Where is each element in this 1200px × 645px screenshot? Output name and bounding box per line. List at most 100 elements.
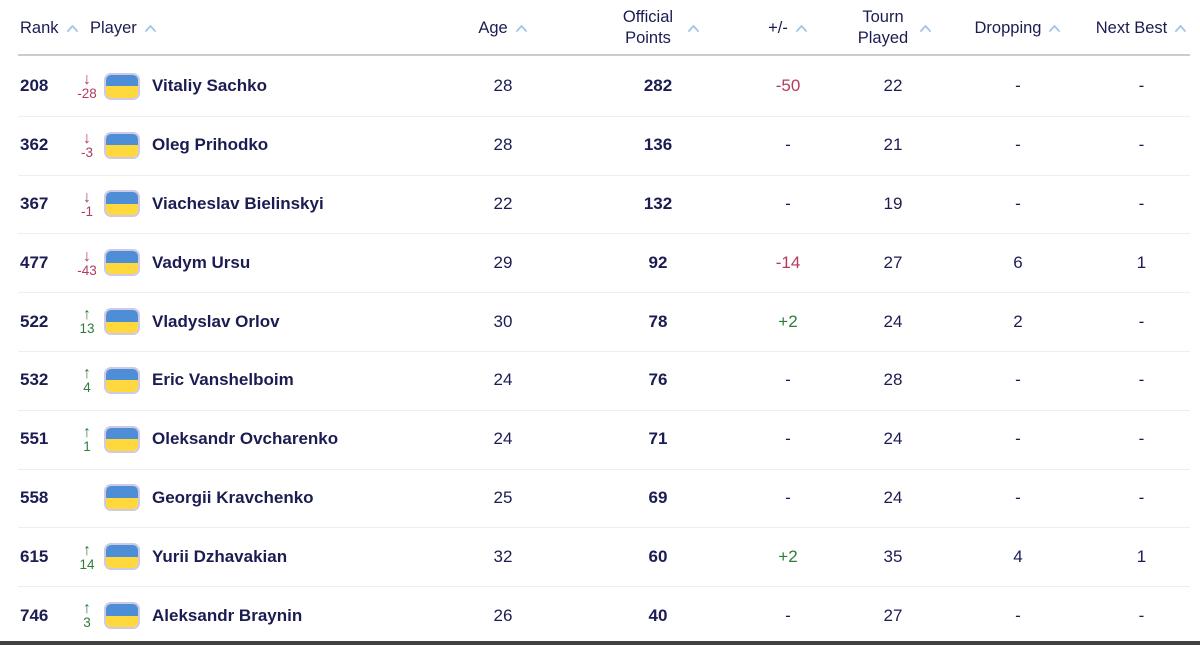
age-cell: 28: [493, 135, 513, 155]
plus-minus-cell: -: [785, 370, 791, 390]
table-row[interactable]: 558 Georgii Kravchenko 25 69 - 24 - -: [0, 468, 1200, 528]
rank-cell: 477: [20, 252, 49, 272]
player-name[interactable]: Yurii Dzhavakian: [152, 546, 288, 566]
player-name[interactable]: Viacheslav Bielinskyi: [152, 193, 324, 213]
player-name[interactable]: Aleksandr Braynin: [152, 605, 303, 625]
table-body: 208 ↓ -28 Vitaliy Sachko 28 282 -50 22 -…: [0, 57, 1200, 645]
ukraine-flag-icon: [104, 308, 140, 336]
rank-change-value: -28: [77, 86, 97, 102]
player-name[interactable]: Vitaliy Sachko: [152, 76, 267, 96]
player-name[interactable]: Oleksandr Ovcharenko: [152, 429, 339, 449]
dropping-cell: -: [1015, 605, 1021, 625]
rank-change-arrow-icon: ↑: [83, 423, 91, 441]
column-header-player[interactable]: Player: [70, 18, 433, 39]
official-points-cell: 78: [648, 311, 668, 331]
player-cell: Oleksandr Ovcharenko: [104, 425, 433, 453]
table-row[interactable]: 362 ↓ -3 Oleg Prihodko 28 136 - 21 - -: [0, 115, 1200, 175]
plus-minus-cell: -: [785, 193, 791, 213]
player-header-label: Player: [90, 18, 137, 37]
column-header-dropping[interactable]: Dropping: [953, 18, 1083, 39]
official-points-cell: 60: [648, 546, 668, 566]
player-name[interactable]: Vladyslav Orlov: [152, 311, 280, 331]
rank-header-label: Rank: [20, 18, 59, 37]
column-header-rank[interactable]: Rank: [0, 18, 78, 39]
rank-cell: 362: [20, 135, 49, 155]
dropping-header-label: Dropping: [974, 18, 1042, 37]
column-header-next-best[interactable]: Next Best: [1083, 18, 1200, 39]
dropping-cell: -: [1015, 487, 1021, 507]
dropping-cell: -: [1015, 193, 1021, 213]
player-cell: Oleg Prihodko: [104, 131, 433, 159]
dropping-cell: -: [1015, 135, 1021, 155]
chevron-up-icon: [66, 24, 79, 33]
rank-change-value: -43: [77, 262, 97, 278]
column-header-official-points[interactable]: Official Points: [573, 7, 743, 48]
next-best-cell: -: [1138, 605, 1145, 625]
rank-cell: 367: [20, 193, 49, 213]
tourn-played-cell: 24: [883, 429, 903, 449]
rank-change-value: 1: [83, 438, 91, 454]
column-header-plus-minus[interactable]: +/-: [743, 18, 833, 39]
rank-cell: 522: [20, 311, 49, 331]
table-row[interactable]: 522 ↑ 13 Vladyslav Orlov 30 78 +2 24 2 -: [0, 292, 1200, 351]
dropping-cell: 2: [1013, 311, 1023, 331]
player-name[interactable]: Vadym Ursu: [152, 252, 251, 272]
table-row[interactable]: 208 ↓ -28 Vitaliy Sachko 28 282 -50 22 -…: [0, 57, 1200, 116]
age-cell: 32: [493, 546, 513, 566]
rank-change-indicator: ↓ -3: [70, 129, 104, 160]
table-row[interactable]: 532 ↑ 4 Eric Vanshelboim 24 76 - 28 - -: [0, 350, 1200, 410]
official-points-cell: 132: [643, 193, 673, 213]
official-points-cell: 92: [648, 252, 668, 272]
age-cell: 22: [493, 193, 513, 213]
plus-minus-cell: +2: [778, 311, 798, 331]
rank-cell: 558: [20, 487, 49, 507]
column-header-tourn-played[interactable]: Tourn Played: [833, 7, 953, 48]
rank-change-value: -1: [80, 203, 93, 219]
plus-minus-cell: -: [785, 487, 791, 507]
tourn-played-cell: 28: [883, 370, 903, 390]
rank-change-indicator: ↑ 1: [70, 423, 104, 454]
rank-change-value: -3: [80, 144, 93, 160]
official-points-cell: 282: [643, 76, 673, 96]
player-name[interactable]: Georgii Kravchenko: [152, 487, 314, 507]
plus-minus-header-label: +/-: [768, 18, 788, 37]
rank-change-indicator: ↓ -1: [70, 188, 104, 219]
rank-change-indicator: ↑ 4: [70, 366, 104, 395]
ukraine-flag-icon: [104, 72, 140, 100]
chevron-up-icon: [795, 24, 808, 33]
tourn-played-cell: 24: [883, 487, 903, 507]
rank-change-arrow-icon: ↑: [83, 306, 91, 324]
next-best-cell: -: [1138, 193, 1145, 213]
rank-change-arrow-icon: ↓: [83, 129, 91, 147]
rank-change-value: 14: [79, 556, 95, 572]
ukraine-flag-icon: [104, 249, 140, 277]
player-name[interactable]: Eric Vanshelboim: [152, 370, 294, 390]
table-row[interactable]: 746 ↑ 3 Aleksandr Braynin 26 40 - 27 - -: [0, 586, 1200, 645]
next-best-cell: -: [1138, 487, 1145, 507]
table-row[interactable]: 477 ↓ -43 Vadym Ursu 29 92 -14 27 6 1: [0, 233, 1200, 292]
dropping-cell: -: [1015, 370, 1021, 390]
plus-minus-cell: -50: [775, 76, 801, 96]
dropping-cell: -: [1015, 429, 1021, 449]
next-best-cell: 1: [1136, 252, 1147, 272]
age-header-label: Age: [478, 18, 508, 37]
player-cell: Yurii Dzhavakian: [104, 543, 433, 571]
player-name[interactable]: Oleg Prihodko: [152, 135, 269, 155]
rank-cell: 208: [20, 76, 49, 96]
table-row[interactable]: 367 ↓ -1 Viacheslav Bielinskyi 22 132 - …: [0, 174, 1200, 234]
rank-cell: 615: [20, 546, 49, 566]
column-header-age[interactable]: Age: [433, 18, 573, 39]
ukraine-flag-icon: [104, 543, 140, 571]
chevron-up-icon: [1174, 24, 1187, 33]
chevron-up-icon: [687, 24, 700, 33]
dropping-cell: -: [1015, 76, 1021, 96]
plus-minus-cell: -14: [775, 252, 801, 272]
age-cell: 24: [493, 370, 513, 390]
official-points-header-label: Official Points: [622, 8, 674, 47]
rank-change-indicator: ↑ 14: [70, 542, 104, 572]
table-row[interactable]: 615 ↑ 14 Yurii Dzhavakian 32 60 +2 35 4 …: [0, 527, 1200, 586]
tourn-played-cell: 19: [883, 193, 903, 213]
dropping-cell: 4: [1013, 546, 1023, 566]
table-row[interactable]: 551 ↑ 1 Oleksandr Ovcharenko 24 71 - 24 …: [0, 409, 1200, 469]
rank-change-arrow-icon: ↓: [83, 188, 91, 206]
